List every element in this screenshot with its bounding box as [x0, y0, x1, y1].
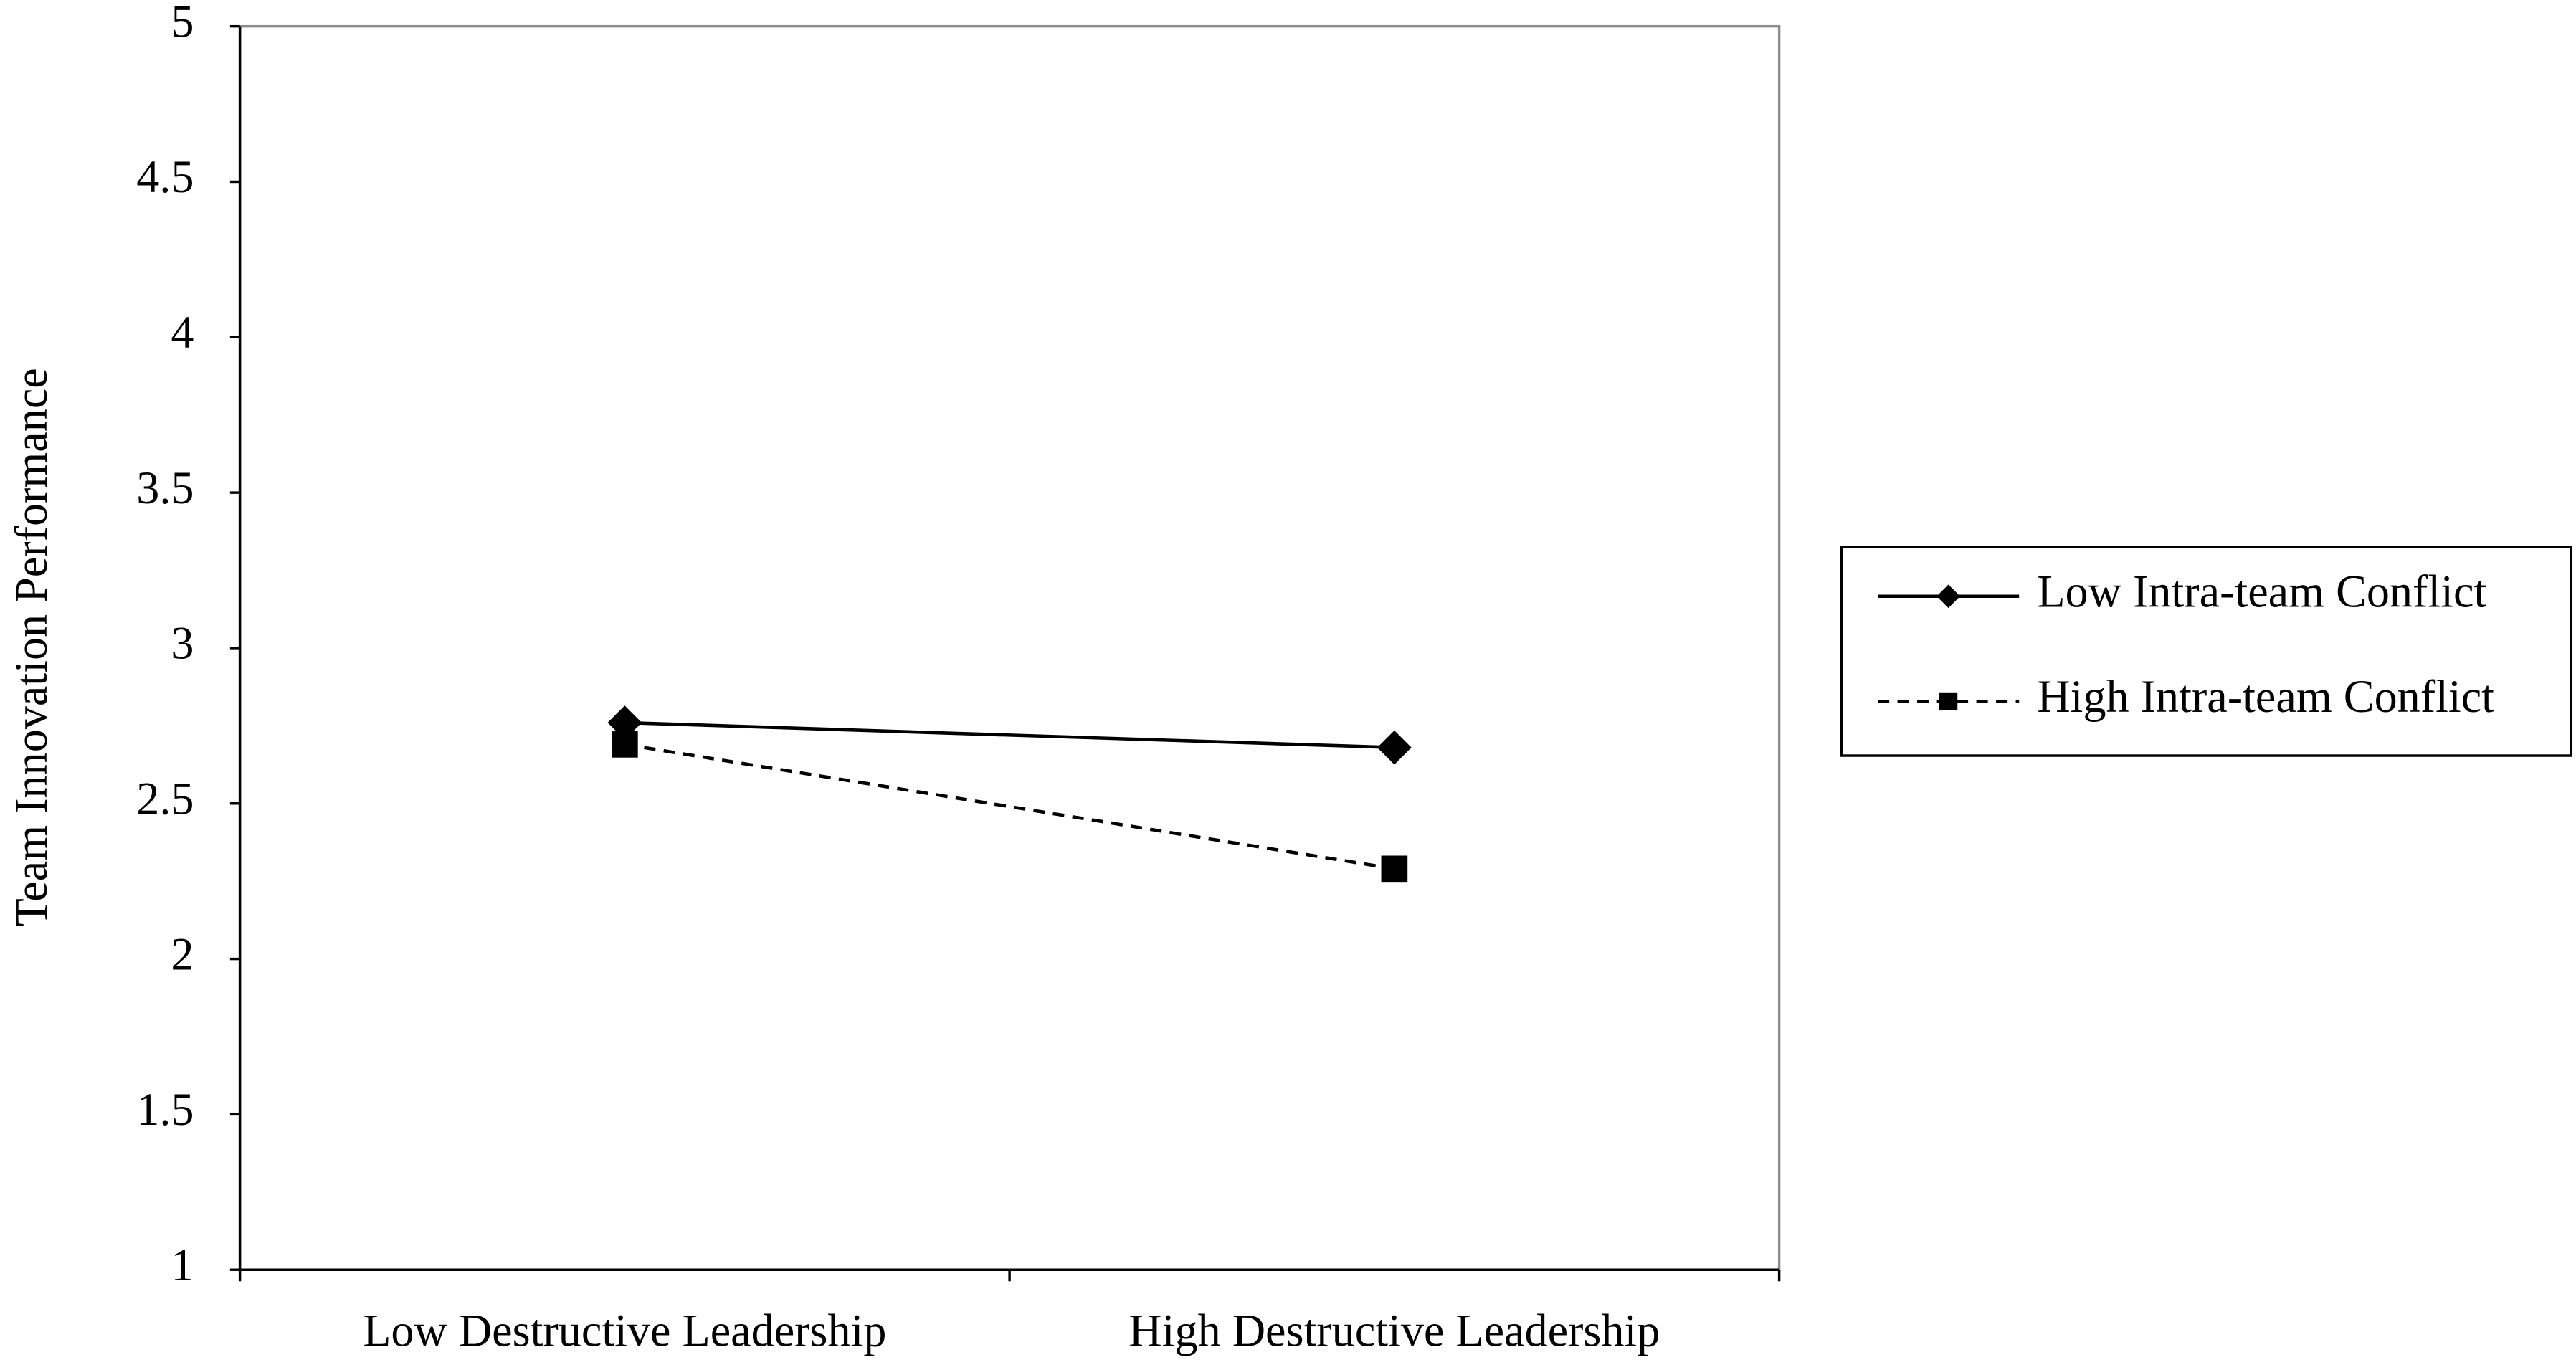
legend-marker — [1939, 692, 1958, 711]
data-point — [1377, 730, 1412, 765]
y-tick-label: 3.5 — [136, 462, 194, 513]
y-tick-label: 2 — [171, 928, 194, 979]
y-axis-label: Team Innovation Performance — [6, 368, 57, 926]
legend — [1840, 546, 2572, 757]
legend-marker — [1936, 584, 1961, 609]
y-tick-label: 5 — [171, 0, 194, 47]
x-tick-label: High Destructive Leadership — [1128, 1305, 1660, 1356]
y-tick-label: 1.5 — [136, 1084, 194, 1135]
data-point — [607, 705, 642, 740]
y-tick-label: 4 — [171, 307, 194, 358]
data-point — [612, 731, 638, 758]
y-tick-label: 1 — [171, 1240, 194, 1290]
x-tick-label: Low Destructive Leadership — [363, 1305, 886, 1356]
plot-frame — [238, 24, 1781, 1271]
y-tick-label: 3 — [171, 618, 194, 669]
data-point — [1381, 855, 1408, 883]
legend-label: High Intra-team Conflict — [2037, 671, 2494, 722]
series-line — [624, 743, 1395, 871]
y-tick-label: 4.5 — [136, 151, 194, 202]
series-line — [624, 720, 1394, 749]
legend-label: Low Intra-team Conflict — [2037, 566, 2486, 617]
y-tick-label: 2.5 — [136, 773, 194, 824]
